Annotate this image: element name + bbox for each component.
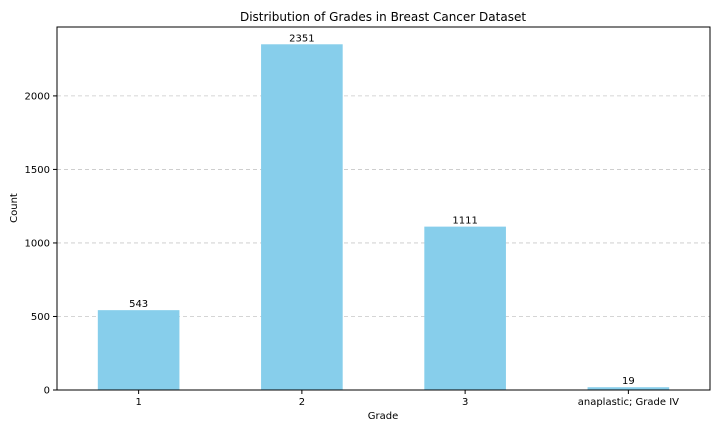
y-axis-ticks: 0 500 1000 1500 2000 xyxy=(25,91,57,397)
y-tick-label: 500 xyxy=(31,312,50,323)
bar xyxy=(261,44,343,391)
y-tick-label: 2000 xyxy=(25,91,50,102)
x-tick-label: 1 xyxy=(135,397,141,408)
value-labels: 543 2351 1111 19 xyxy=(129,33,635,387)
x-tick-label: anaplastic; Grade IV xyxy=(578,397,679,408)
plot-frame xyxy=(56,26,711,391)
grid-lines xyxy=(57,95,710,317)
bar-value-label: 1111 xyxy=(452,216,477,227)
chart-title: Distribution of Grades in Breast Cancer … xyxy=(240,10,526,24)
y-tick-label: 1000 xyxy=(25,238,50,249)
y-tick-label: 0 xyxy=(44,386,50,397)
x-axis-label: Grade xyxy=(368,411,399,422)
bar xyxy=(587,387,670,390)
x-tick-label: 2 xyxy=(299,397,305,408)
x-tick-label: 3 xyxy=(462,397,468,408)
x-axis-ticks: 1 2 3 anaplastic; Grade IV xyxy=(135,390,679,408)
bar-value-label: 543 xyxy=(129,299,148,310)
bar-value-label: 2351 xyxy=(289,33,314,44)
bar xyxy=(97,310,180,390)
bar xyxy=(424,226,506,390)
bars xyxy=(97,44,670,391)
y-axis-label: Count xyxy=(9,193,20,223)
bar-value-label: 19 xyxy=(622,376,635,387)
y-tick-label: 1500 xyxy=(25,165,50,176)
